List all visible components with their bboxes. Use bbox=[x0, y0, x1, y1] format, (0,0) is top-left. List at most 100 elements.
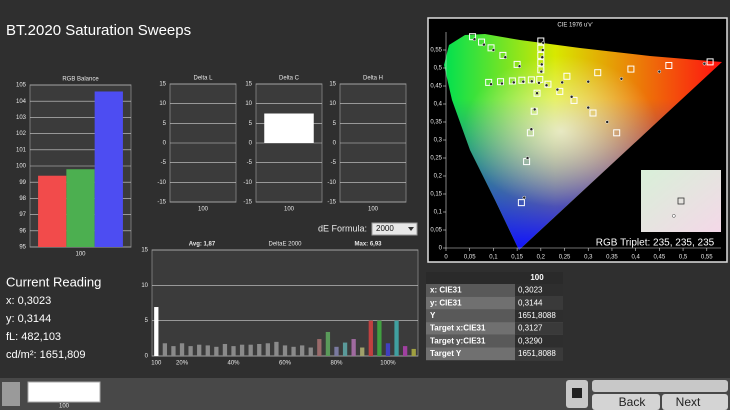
reading-line: fL: 482,103 bbox=[6, 331, 61, 343]
footer-icon[interactable] bbox=[2, 382, 20, 406]
x-tick-label: 80% bbox=[330, 361, 343, 367]
measured-point bbox=[540, 55, 544, 59]
bar bbox=[214, 346, 219, 356]
reading-line: cd/m²: 1651,809 bbox=[6, 349, 86, 361]
measured-point bbox=[540, 62, 544, 67]
de-formula-value[interactable]: 2000 bbox=[376, 224, 394, 233]
table-label: Target x:CIE31 bbox=[430, 324, 486, 333]
x-tick-label: 0,15 bbox=[511, 255, 523, 261]
bar bbox=[385, 343, 391, 356]
y-tick-label: -10 bbox=[157, 180, 166, 186]
x-tick-label: 0,25 bbox=[559, 255, 571, 261]
y-tick-label: 0 bbox=[249, 141, 253, 147]
bar bbox=[205, 345, 210, 356]
reading-line: x: 0,3023 bbox=[6, 295, 51, 307]
bar bbox=[360, 347, 365, 356]
y-tick-label: 0,45 bbox=[430, 84, 442, 90]
measured-point bbox=[500, 81, 504, 86]
target-point bbox=[485, 78, 493, 86]
chart-title: DeltaE 2000 bbox=[268, 242, 302, 248]
next-label[interactable]: Next bbox=[676, 395, 701, 409]
target-point bbox=[517, 199, 525, 207]
chart-title: CIE 1976 u'v' bbox=[557, 23, 592, 29]
x-tick-label: 0,2 bbox=[537, 255, 546, 261]
target-point bbox=[518, 76, 526, 84]
inset bbox=[641, 170, 721, 232]
x-tick-label: 100 bbox=[284, 207, 295, 213]
y-tick-label: 5 bbox=[333, 121, 337, 127]
y-tick-label: 0,35 bbox=[430, 120, 442, 126]
back-button[interactable] bbox=[592, 394, 660, 410]
chart-title: Delta C bbox=[279, 76, 300, 82]
bar bbox=[257, 343, 262, 356]
measured-point bbox=[532, 107, 537, 112]
bar bbox=[162, 343, 168, 356]
target-point bbox=[706, 58, 714, 66]
table-value: 1651,8088 bbox=[518, 349, 556, 358]
target-point bbox=[537, 51, 545, 59]
y-tick-label: -5 bbox=[331, 160, 337, 166]
reading-line: y: 0,3144 bbox=[6, 313, 51, 325]
y-tick-label: 0,15 bbox=[430, 192, 442, 198]
y-tick-label: 15 bbox=[141, 248, 148, 254]
table-label: Y bbox=[430, 311, 436, 320]
inset-target bbox=[677, 197, 685, 205]
y-tick-label: 10 bbox=[245, 101, 252, 107]
back-label[interactable]: Back bbox=[619, 395, 647, 409]
bar bbox=[317, 339, 322, 356]
plot-area bbox=[151, 249, 419, 357]
y-tick-label: 0,55 bbox=[430, 48, 442, 54]
y-tick-label: -5 bbox=[247, 160, 253, 166]
spectral-locus-white bbox=[444, 34, 722, 250]
bar bbox=[377, 320, 382, 356]
bar bbox=[171, 346, 176, 356]
y-tick-label: 15 bbox=[159, 82, 166, 88]
measured-point bbox=[544, 83, 549, 88]
toolbar[interactable] bbox=[592, 380, 728, 392]
target-point bbox=[499, 51, 507, 59]
table-value: 0,3127 bbox=[518, 324, 543, 333]
target-point bbox=[537, 44, 545, 52]
table-value-cell bbox=[515, 309, 563, 323]
bar bbox=[265, 343, 270, 356]
bar bbox=[342, 342, 348, 356]
reading-title: Current Reading bbox=[6, 274, 101, 289]
y-tick-label: 102 bbox=[16, 131, 27, 137]
target-point bbox=[556, 87, 564, 95]
y-tick-label: 0,05 bbox=[430, 228, 442, 234]
measured-point bbox=[491, 48, 496, 52]
chart-title: RGB Balance bbox=[62, 77, 99, 83]
table-value: 1651,8088 bbox=[518, 311, 556, 320]
de-formula-select[interactable] bbox=[371, 222, 418, 236]
target-point bbox=[508, 77, 516, 85]
y-tick-label: 104 bbox=[16, 99, 27, 105]
measured-point bbox=[489, 82, 493, 86]
measured-point bbox=[657, 69, 662, 74]
measured-point bbox=[530, 79, 534, 84]
x-tick-label: 40% bbox=[228, 361, 241, 367]
bar bbox=[368, 320, 373, 356]
y-tick-label: 10 bbox=[329, 101, 336, 107]
y-tick-label: 5 bbox=[249, 121, 253, 127]
x-tick-label: 0,35 bbox=[606, 255, 618, 261]
target-point bbox=[594, 69, 602, 77]
target-point bbox=[563, 72, 571, 80]
next-button[interactable] bbox=[662, 394, 728, 410]
target-point bbox=[478, 38, 486, 46]
table-value: 0,3023 bbox=[518, 286, 543, 295]
target-point bbox=[570, 96, 578, 104]
y-tick-label: 98 bbox=[19, 196, 26, 202]
target-point bbox=[537, 37, 545, 45]
y-tick-label: 101 bbox=[16, 147, 27, 153]
annotation: RGB Triplet: 235, 235, 235 bbox=[596, 238, 715, 249]
stop-icon bbox=[572, 388, 582, 398]
measured-point bbox=[539, 69, 544, 74]
measured-point bbox=[537, 81, 541, 85]
y-tick-label: 0,5 bbox=[434, 66, 443, 72]
bar bbox=[325, 331, 331, 356]
thumbnail[interactable] bbox=[27, 381, 101, 403]
measured-point bbox=[619, 77, 624, 81]
bar bbox=[291, 346, 296, 356]
chart-title: Delta L bbox=[193, 76, 213, 82]
